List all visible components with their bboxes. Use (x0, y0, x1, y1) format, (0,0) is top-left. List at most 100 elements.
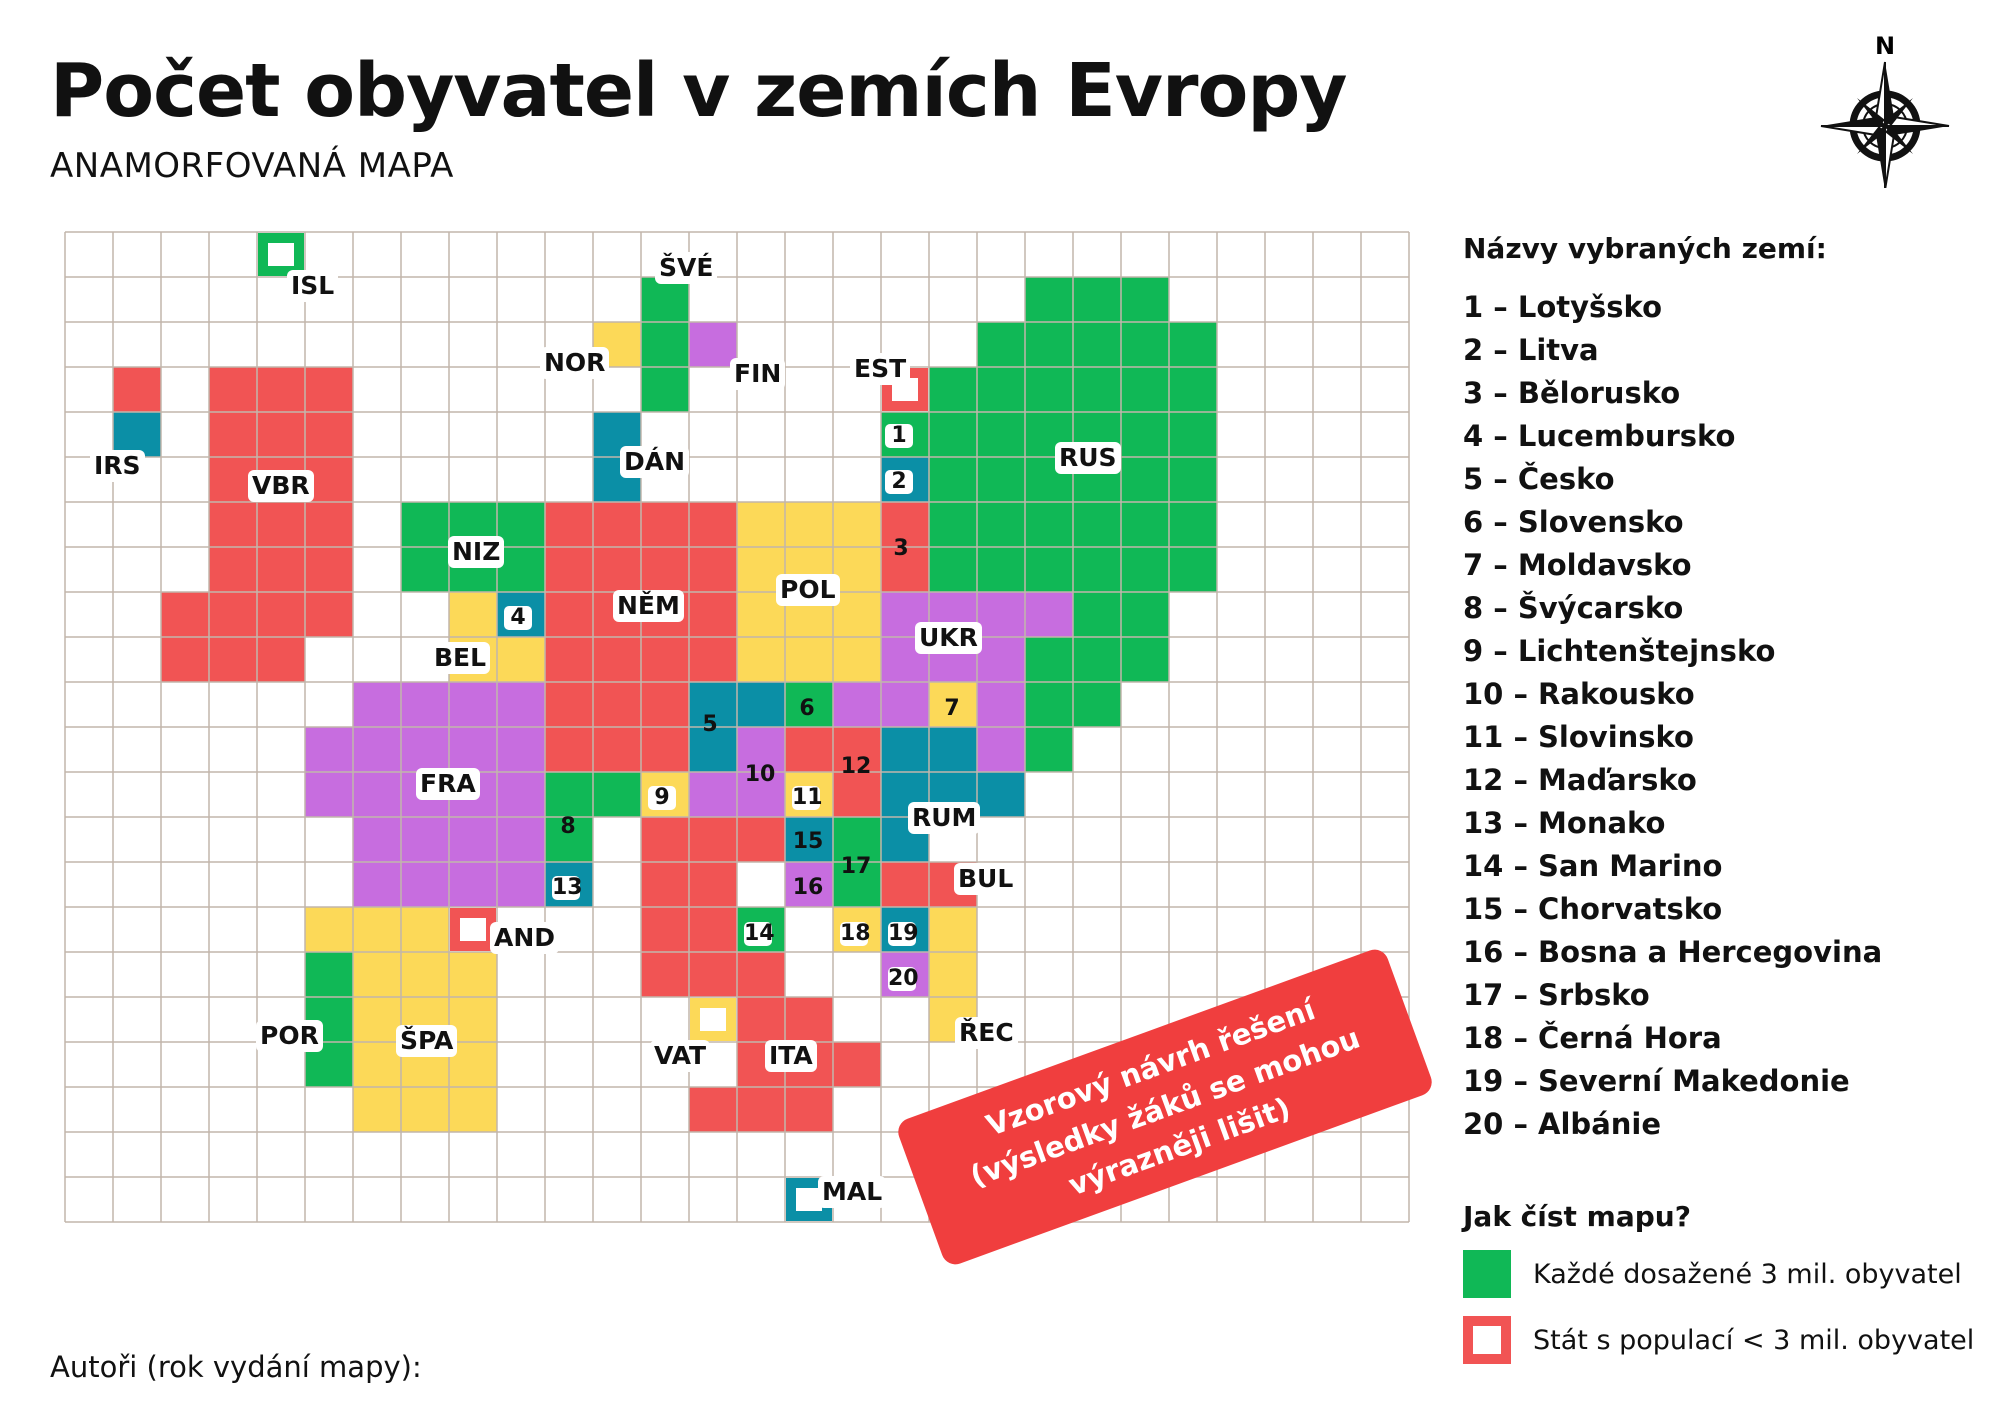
country-cell (833, 772, 881, 817)
legend-swatch-full (1463, 1250, 1511, 1298)
country-cell (977, 367, 1025, 412)
number-label: 17 (840, 854, 872, 879)
country-cell (401, 862, 449, 907)
country-cell (305, 727, 353, 772)
list-item: 11 – Slovinsko (1463, 720, 1694, 754)
country-cell (449, 682, 497, 727)
country-cell (257, 502, 305, 547)
country-label: POL (776, 574, 840, 606)
country-cell (977, 682, 1025, 727)
country-cell (737, 997, 785, 1042)
country-cell (353, 997, 401, 1042)
list-item: 19 – Severní Makedonie (1463, 1064, 1850, 1098)
country-cell (1025, 682, 1073, 727)
country-cell (689, 322, 737, 367)
country-cell (785, 862, 833, 907)
country-cell (881, 682, 929, 727)
country-cell (257, 547, 305, 592)
compass-rose-icon: N (1820, 32, 1950, 188)
country-list-heading: Názvy vybraných zemí: (1463, 232, 1827, 265)
country-cell (161, 637, 209, 682)
list-item: 14 – San Marino (1463, 849, 1723, 883)
country-cell (977, 412, 1025, 457)
country-cell (833, 862, 881, 907)
country-label: UKR (915, 622, 982, 654)
country-cell (977, 772, 1025, 817)
country-cell (1073, 592, 1121, 637)
number-label: 1 (885, 424, 913, 448)
country-cell (641, 322, 689, 367)
number-label: 3 (893, 536, 909, 561)
country-cell (881, 727, 929, 772)
legend-heading: Jak číst mapu? (1463, 1200, 1691, 1233)
country-cell (785, 997, 833, 1042)
list-item: 13 – Monako (1463, 806, 1666, 840)
country-cell (545, 637, 593, 682)
country-cell (593, 727, 641, 772)
number-label: 11 (792, 785, 823, 810)
country-cell (737, 637, 785, 682)
country-cell (977, 547, 1025, 592)
country-cell (449, 592, 497, 637)
country-cell (689, 727, 737, 772)
number-label: 6 (799, 696, 815, 721)
list-item: 9 – Lichtenštejnsko (1463, 634, 1776, 668)
country-label: MAL (818, 1176, 887, 1208)
map-subtitle: ANAMORFOVANÁ MAPA (50, 146, 454, 186)
country-cell (497, 772, 545, 817)
country-cell (209, 502, 257, 547)
country-cell (977, 502, 1025, 547)
list-item: 17 – Srbsko (1463, 978, 1650, 1012)
list-item: 16 – Bosna a Hercegovina (1463, 935, 1883, 969)
country-cell (977, 457, 1025, 502)
country-cell (1073, 322, 1121, 367)
number-label: 10 (744, 762, 776, 787)
country-cell (353, 817, 401, 862)
number-label: 15 (792, 829, 824, 854)
country-label: BEL (430, 642, 491, 674)
country-cell (257, 592, 305, 637)
country-cell (1121, 457, 1169, 502)
country-cell (593, 547, 641, 592)
small-country-marker (450, 908, 496, 951)
country-label: ITA (765, 1040, 817, 1072)
country-cell (161, 592, 209, 637)
country-cell (929, 727, 977, 772)
country-cell (737, 502, 785, 547)
country-cell (1121, 547, 1169, 592)
country-cell (689, 862, 737, 907)
country-cell (977, 637, 1025, 682)
country-cell (305, 952, 353, 997)
number-label: 9 (648, 786, 676, 810)
country-cell (545, 772, 593, 817)
country-cell (305, 592, 353, 637)
country-cell (305, 412, 353, 457)
country-cell (1073, 637, 1121, 682)
list-item: 1 – Lotyšsko (1463, 290, 1662, 324)
country-cell (641, 817, 689, 862)
country-cell (449, 952, 497, 997)
country-cell (1169, 547, 1217, 592)
country-cell (641, 727, 689, 772)
number-label: 2 (885, 470, 913, 494)
country-cell (929, 367, 977, 412)
number-label: 13 (552, 875, 583, 900)
country-cell (785, 682, 833, 727)
country-cell (689, 547, 737, 592)
country-label: ŠPA (396, 1025, 458, 1057)
list-item: 12 – Maďarsko (1463, 763, 1697, 797)
compass-north-label: N (1875, 32, 1895, 60)
country-label: RUS (1055, 442, 1121, 474)
list-item: 2 – Litva (1463, 333, 1599, 367)
country-cell (401, 952, 449, 997)
country-cell (353, 1042, 401, 1087)
country-cell (833, 727, 881, 772)
country-cell (833, 547, 881, 592)
country-cell (737, 952, 785, 997)
country-list: 1 – Lotyšsko 2 – Litva 3 – Bělorusko 4 –… (1463, 286, 1882, 1146)
number-label: 18 (840, 921, 871, 946)
number-label: 16 (792, 875, 824, 900)
country-cell (1121, 637, 1169, 682)
country-cell (977, 727, 1025, 772)
country-cell (833, 592, 881, 637)
